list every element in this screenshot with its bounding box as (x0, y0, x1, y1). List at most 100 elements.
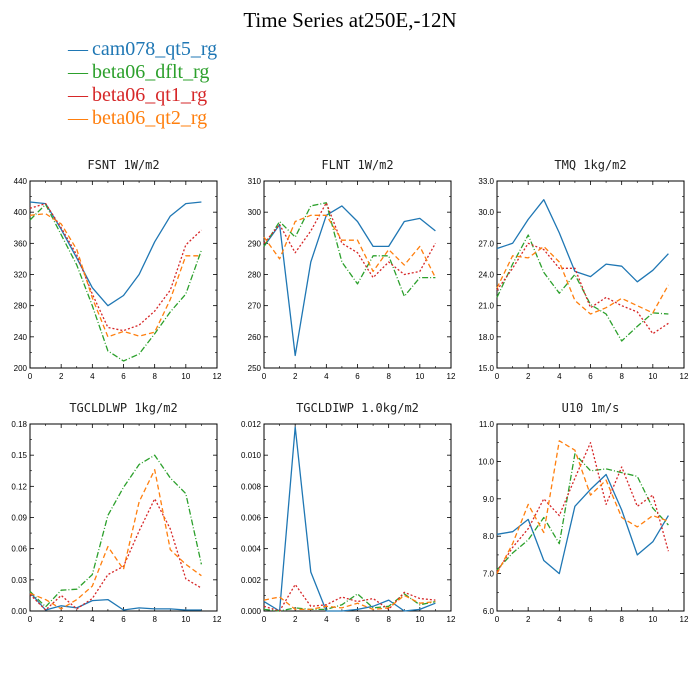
y-tick-label: 360 (14, 239, 28, 248)
x-tick-label: 10 (181, 615, 190, 624)
x-tick-label: 2 (293, 615, 298, 624)
chart-panel: TGCLDLWP 1kg/m2 0 2 4 6 8 10 12 0.00 0.03 0.06 0.09… (11, 401, 222, 624)
x-tick-label: 4 (324, 372, 329, 381)
x-tick-label: 0 (495, 372, 500, 381)
y-tick-label: 0.006 (241, 514, 262, 523)
x-tick-label: 0 (495, 615, 500, 624)
legend-item: — beta06_qt1_rg (68, 84, 217, 107)
panel-title: FLNT 1W/m2 (321, 158, 393, 172)
chart-panel: TGCLDIWP 1.0kg/m2 0 2 4 6 8 10 12 0.000 0.002 0.00… (241, 401, 456, 624)
legend-line-icon: — (68, 84, 88, 106)
series-line-beta06_qt2_rg (29, 213, 202, 338)
x-tick-label: 8 (152, 372, 157, 381)
x-tick-label: 6 (588, 372, 593, 381)
y-tick-label: 0.000 (241, 607, 262, 616)
x-tick-label: 4 (90, 372, 95, 381)
series-line-beta06_qt1_rg (496, 242, 669, 335)
y-tick-label: 0.09 (11, 514, 27, 523)
y-tick-label: 33.0 (478, 177, 494, 186)
x-tick-label: 8 (386, 615, 391, 624)
y-tick-label: 8.0 (483, 532, 495, 541)
legend-label: cam078_qt5_rg (92, 38, 218, 60)
series-line-beta06_dflt_rg (29, 203, 203, 362)
series-line-beta06_qt2_rg (29, 469, 202, 610)
series-line-beta06_dflt_rg (496, 453, 669, 571)
y-tick-label: 11.0 (479, 420, 495, 429)
y-tick-label: 0.002 (241, 576, 262, 585)
x-tick-label: 12 (447, 372, 456, 381)
y-tick-label: 0.18 (11, 420, 27, 429)
series-line-beta06_qt2_rg (263, 214, 436, 278)
y-tick-label: 0.15 (11, 451, 27, 460)
legend-item: — cam078_qt5_rg (68, 38, 217, 61)
y-tick-label: 27.0 (478, 239, 494, 248)
x-tick-label: 10 (648, 372, 657, 381)
x-tick-label: 12 (213, 615, 222, 624)
y-tick-label: 0.00 (11, 607, 27, 616)
x-tick-label: 12 (213, 372, 222, 381)
x-tick-label: 10 (648, 615, 657, 624)
x-tick-label: 6 (355, 615, 360, 624)
y-tick-label: 440 (14, 177, 28, 186)
series-line-cam078_qt5_rg (496, 199, 669, 283)
legend-line-icon: — (68, 38, 88, 60)
y-tick-label: 24.0 (478, 271, 494, 280)
x-tick-label: 4 (557, 615, 562, 624)
series-line-beta06_qt1_rg (496, 442, 670, 573)
x-tick-label: 2 (293, 372, 298, 381)
x-tick-label: 6 (588, 615, 593, 624)
panel-title: TMQ 1kg/m2 (554, 158, 626, 172)
chart-panel: U10 1m/s 0 2 4 6 8 10 12 6.0 7.0 8.0 9.0 10.0 11.0 (478, 401, 689, 624)
y-tick-label: 21.0 (478, 302, 494, 311)
series-line-beta06_dflt_rg (29, 454, 203, 608)
x-tick-label: 4 (324, 615, 329, 624)
y-tick-label: 400 (14, 208, 28, 217)
x-tick-label: 2 (59, 615, 64, 624)
series-line-beta06_qt1_rg (29, 202, 202, 332)
series-line-beta06_qt1_rg (263, 583, 436, 612)
panel-title: U10 1m/s (562, 401, 620, 415)
y-tick-label: 0.008 (241, 482, 262, 491)
series-line-beta06_qt1_rg (29, 498, 202, 611)
series-line-cam078_qt5_rg (496, 473, 669, 575)
y-tick-label: 6.0 (483, 607, 495, 616)
x-tick-label: 8 (619, 372, 624, 381)
y-tick-label: 320 (14, 271, 28, 280)
y-tick-label: 290 (248, 239, 262, 248)
x-tick-label: 12 (680, 372, 689, 381)
chart-panel: FSNT 1W/m2 0 2 4 6 8 10 12 200 240 280 320 360 400 440 (14, 158, 222, 381)
chart-title: Time Series at250E,-12N (243, 8, 457, 32)
series-line-beta06_qt2_rg (263, 594, 436, 611)
x-tick-label: 2 (526, 372, 531, 381)
y-tick-label: 280 (248, 271, 262, 280)
chart-panel: FLNT 1W/m2 0 2 4 6 8 10 12 250 260 270 280 290 300 310 (248, 158, 456, 381)
plot-frame (496, 180, 685, 369)
x-tick-label: 6 (355, 372, 360, 381)
x-tick-label: 12 (680, 615, 689, 624)
x-tick-label: 6 (121, 615, 126, 624)
y-tick-label: 10.0 (478, 457, 494, 466)
x-tick-label: 2 (526, 615, 531, 624)
x-tick-label: 0 (262, 615, 267, 624)
legend: — cam078_qt5_rg — beta06_dflt_rg — beta06_qt1… (68, 38, 217, 130)
series-line-beta06_dflt_rg (263, 593, 436, 612)
series-line-cam078_qt5_rg (263, 205, 436, 357)
legend-label: beta06_qt2_rg (92, 107, 208, 129)
y-tick-label: 260 (248, 333, 262, 342)
y-tick-label: 200 (14, 364, 28, 373)
x-tick-label: 0 (28, 372, 33, 381)
plot-frame (263, 423, 452, 612)
chart-panel: TMQ 1kg/m2 0 2 4 6 8 10 12 15.0 18.0 21.0 24.0 27.0 3… (478, 158, 689, 381)
x-tick-label: 6 (121, 372, 126, 381)
series-line-cam078_qt5_rg (29, 201, 202, 307)
legend-item: — beta06_dflt_rg (68, 61, 217, 84)
legend-label: beta06_dflt_rg (92, 61, 210, 83)
series-line-cam078_qt5_rg (29, 591, 202, 611)
y-tick-label: 310 (248, 177, 262, 186)
plot-frame (29, 180, 218, 369)
y-tick-label: 300 (248, 208, 262, 217)
x-tick-label: 0 (262, 372, 267, 381)
series-line-beta06_dflt_rg (496, 234, 669, 342)
y-tick-label: 0.012 (241, 420, 262, 429)
panel-title: TGCLDIWP 1.0kg/m2 (296, 401, 419, 415)
